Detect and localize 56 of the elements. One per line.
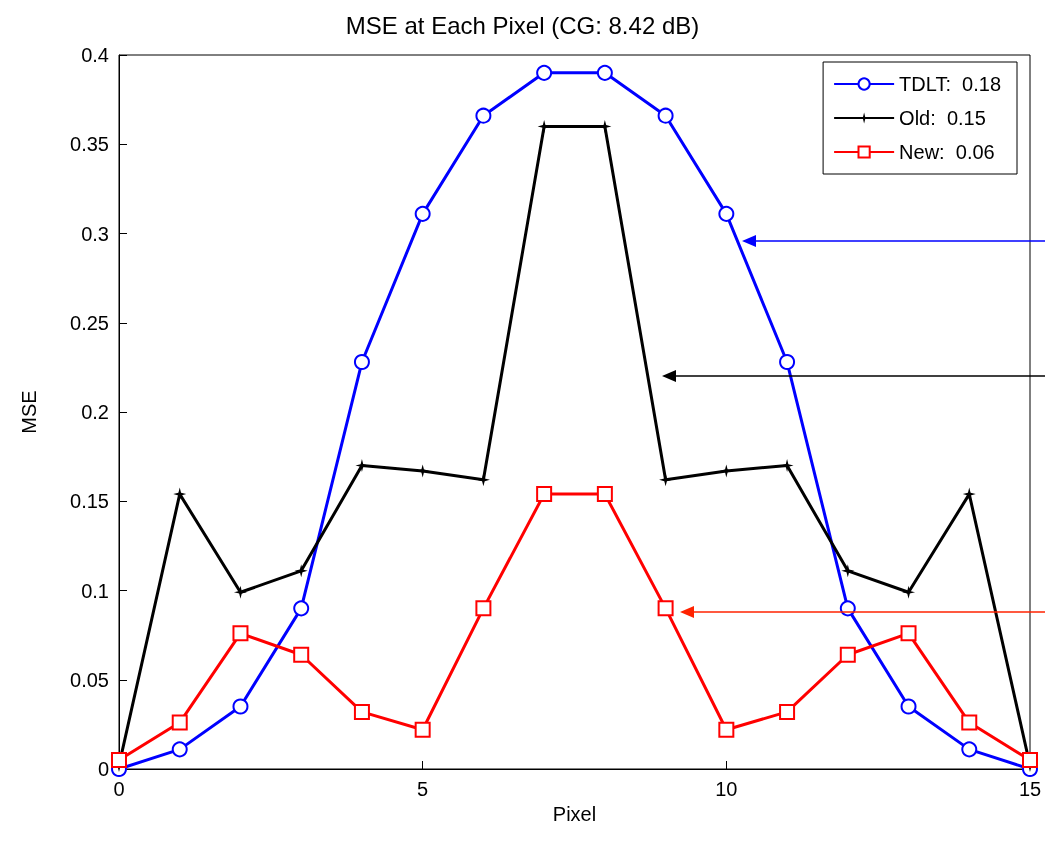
point — [353, 354, 370, 371]
point — [294, 564, 308, 578]
point — [961, 714, 978, 731]
point — [657, 107, 674, 124]
point — [596, 64, 613, 81]
y-tick-label: 0.2 — [81, 401, 109, 423]
x-axis-title: Pixel — [552, 802, 597, 825]
x-tick-label: 5 — [417, 778, 429, 800]
point — [353, 703, 370, 720]
y-tick-label: 0.05 — [70, 668, 109, 691]
point — [839, 646, 856, 663]
point — [1022, 752, 1038, 769]
point — [414, 721, 431, 738]
point — [476, 473, 490, 487]
point — [293, 600, 310, 617]
legend-label: Old: 0.15 — [899, 107, 986, 129]
point — [536, 486, 553, 503]
point — [173, 487, 187, 501]
point — [414, 205, 431, 222]
y-tick-label: 0.4 — [81, 44, 109, 66]
point — [657, 600, 674, 617]
point — [293, 646, 310, 663]
point — [718, 721, 735, 738]
legend-label: New: 0.06 — [899, 141, 995, 163]
x-tick-label: 0 — [113, 778, 125, 800]
y-tick-label: 0.35 — [70, 133, 109, 156]
point — [233, 585, 247, 599]
point — [171, 741, 188, 758]
point — [841, 564, 855, 578]
y-tick-label: 0.1 — [81, 579, 109, 602]
chart-title: MSE at Each Pixel (CG: 8.42 dB) — [345, 11, 700, 39]
point — [475, 600, 492, 617]
x-tick-label: 15 — [1018, 778, 1042, 800]
point — [779, 703, 796, 720]
point — [596, 486, 613, 503]
x-tick-label: 10 — [715, 778, 738, 800]
point — [111, 752, 127, 769]
point — [475, 107, 492, 124]
point — [961, 741, 978, 758]
point — [718, 205, 735, 222]
legend-label: TDLT: 0.18 — [899, 73, 1002, 95]
point — [900, 625, 917, 642]
point — [232, 625, 249, 642]
y-tick-label: 0.15 — [70, 490, 109, 513]
y-axis-title: MSE — [18, 390, 40, 434]
point — [900, 698, 917, 715]
point — [659, 473, 673, 487]
point — [902, 585, 916, 599]
point — [962, 487, 976, 501]
point — [171, 714, 188, 731]
y-tick-label: 0.3 — [81, 222, 109, 245]
point — [779, 354, 796, 371]
point — [232, 698, 249, 715]
y-tick-label: 0 — [97, 758, 109, 780]
point — [536, 64, 553, 81]
y-tick-label: 0.25 — [70, 311, 109, 334]
